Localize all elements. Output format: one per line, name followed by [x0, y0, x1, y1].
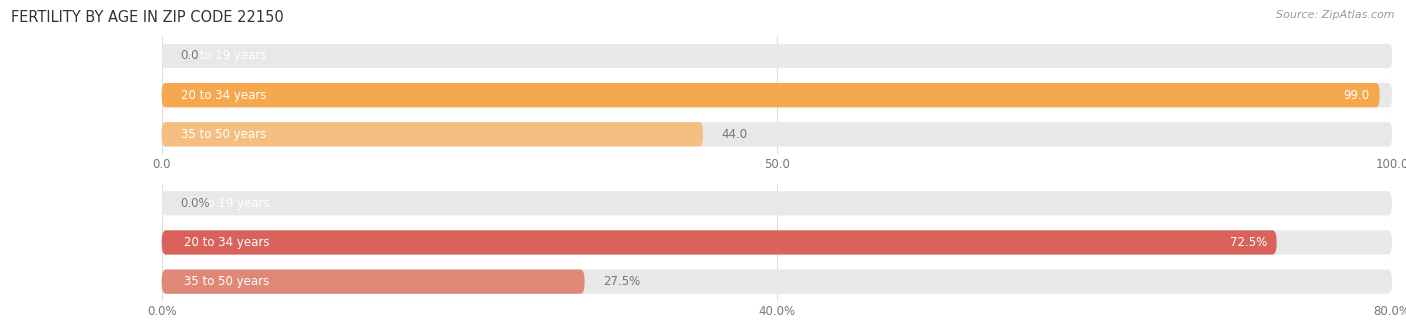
FancyBboxPatch shape	[162, 83, 1392, 107]
Text: 20 to 34 years: 20 to 34 years	[184, 236, 270, 249]
FancyBboxPatch shape	[162, 83, 1379, 107]
FancyBboxPatch shape	[162, 44, 1392, 68]
Text: 72.5%: 72.5%	[1229, 236, 1267, 249]
Text: FERTILITY BY AGE IN ZIP CODE 22150: FERTILITY BY AGE IN ZIP CODE 22150	[11, 10, 284, 25]
Text: 15 to 19 years: 15 to 19 years	[184, 197, 270, 210]
FancyBboxPatch shape	[162, 269, 1392, 294]
Text: 44.0: 44.0	[721, 128, 748, 141]
Text: 99.0: 99.0	[1344, 89, 1369, 102]
FancyBboxPatch shape	[162, 191, 1392, 215]
FancyBboxPatch shape	[162, 230, 1277, 255]
Text: 0.0%: 0.0%	[180, 197, 209, 210]
FancyBboxPatch shape	[162, 269, 585, 294]
Text: 15 to 19 years: 15 to 19 years	[181, 50, 267, 63]
Text: 27.5%: 27.5%	[603, 275, 640, 288]
Text: Source: ZipAtlas.com: Source: ZipAtlas.com	[1277, 10, 1395, 20]
Text: 20 to 34 years: 20 to 34 years	[181, 89, 267, 102]
FancyBboxPatch shape	[162, 122, 1392, 147]
FancyBboxPatch shape	[162, 230, 1392, 255]
Text: 0.0: 0.0	[180, 50, 198, 63]
Text: 35 to 50 years: 35 to 50 years	[184, 275, 269, 288]
Text: 35 to 50 years: 35 to 50 years	[181, 128, 267, 141]
FancyBboxPatch shape	[162, 122, 703, 147]
